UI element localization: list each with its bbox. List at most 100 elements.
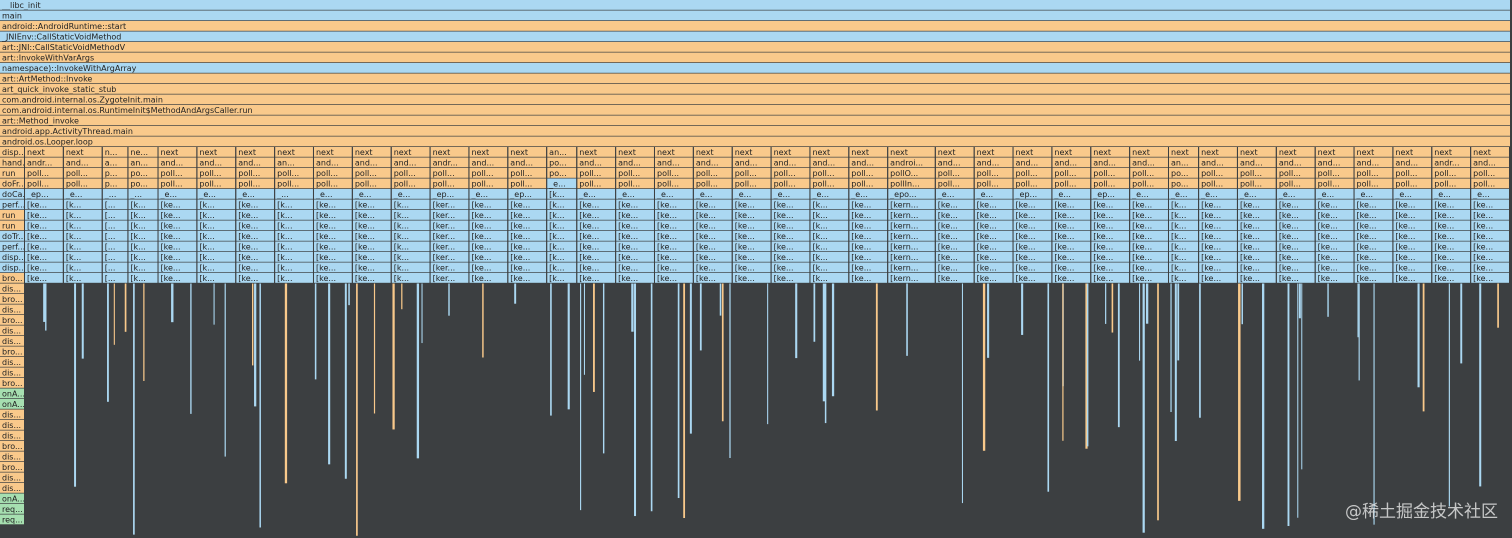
- frame-box: [352, 178, 391, 189]
- frame-label: [ke...: [355, 232, 375, 241]
- frame: [k...: [128, 231, 158, 241]
- frame-box: [102, 241, 128, 252]
- frame: poll...: [577, 168, 616, 178]
- frame: pollIn...: [888, 178, 935, 189]
- frame: [k...: [275, 220, 313, 231]
- frame-label: [ke...: [471, 232, 491, 241]
- frame-box: [1471, 147, 1509, 157]
- frame: _e...: [1276, 189, 1315, 199]
- frame: poll...: [849, 178, 888, 189]
- frame-box: [0, 31, 1510, 42]
- frame-box: [1432, 252, 1471, 262]
- frame-label: [kern...: [890, 263, 918, 272]
- frame: [ke...: [469, 220, 508, 231]
- frame-box: [0, 420, 24, 430]
- frame-box: [0, 325, 24, 336]
- frame-box: [63, 157, 102, 168]
- frame: poll...: [1013, 168, 1052, 178]
- frame-box: [352, 252, 391, 262]
- frame-label: next: [1016, 148, 1034, 157]
- frame-box: [0, 514, 24, 525]
- frame-box: [810, 168, 849, 178]
- frame-box: [1130, 199, 1168, 210]
- frame-box: [102, 273, 128, 283]
- frame-label: art_quick_invoke_static_stub: [2, 85, 116, 94]
- frame-box: [1354, 210, 1393, 220]
- frame-label: [ke...: [510, 232, 530, 241]
- frame-label: poll...: [1395, 179, 1417, 188]
- frame-box: [236, 168, 275, 178]
- frame-label: dis...: [2, 473, 21, 482]
- frame: [ke...: [1052, 241, 1091, 252]
- call-sliver: [1117, 283, 1120, 428]
- frame: [ke...: [1315, 199, 1354, 210]
- frame: [kern...: [888, 273, 935, 283]
- call-sliver: [1301, 283, 1303, 470]
- frame: [ke...: [352, 231, 391, 241]
- frame-label: [ke...: [27, 211, 47, 220]
- call-sliver: [107, 283, 109, 402]
- call-sliver: [133, 283, 135, 535]
- frame-box: [158, 147, 197, 157]
- frame-box: [1315, 157, 1354, 168]
- frame-label: [k...: [394, 263, 409, 272]
- frame: next: [430, 147, 469, 157]
- call-sliver: [906, 283, 908, 356]
- frame-box: [391, 252, 430, 262]
- frame-box: [25, 199, 63, 210]
- frame-box: [547, 189, 577, 199]
- frame-box: [1168, 199, 1199, 210]
- frame-box: [1276, 178, 1315, 189]
- frame: [k...: [63, 231, 102, 241]
- frame-box: [352, 273, 391, 283]
- frame-label: and...: [1016, 158, 1039, 167]
- frame-box: [430, 178, 469, 189]
- frame: [k...: [1168, 241, 1199, 252]
- frame-label: [ke...: [1240, 253, 1260, 262]
- frame: [ke...: [508, 199, 547, 210]
- call-sliver: [1157, 283, 1159, 521]
- frame-box: [0, 10, 1510, 21]
- frame: next: [158, 147, 197, 157]
- frame-label: poll...: [199, 169, 221, 178]
- frame: [ke...: [1199, 220, 1237, 231]
- frame-label: [ke...: [977, 200, 997, 209]
- frame: [ke...: [577, 262, 616, 273]
- frame-label: and...: [355, 158, 378, 167]
- frame: [ke...: [654, 210, 693, 220]
- frame-box: [236, 231, 275, 241]
- frame-box: [469, 252, 508, 262]
- frame: poll...: [577, 178, 616, 189]
- frame: [ke...: [1091, 210, 1130, 220]
- call-sliver: [1422, 283, 1425, 412]
- frame-label: [k...: [277, 274, 292, 283]
- frame: [ke...: [1354, 241, 1393, 252]
- frame: [ke...: [849, 220, 888, 231]
- frame-label: [ke...: [355, 253, 375, 262]
- frame: poll...: [1199, 168, 1237, 178]
- frame: bro...: [0, 294, 24, 304]
- frame-box: [974, 210, 1013, 220]
- call-sliver: [328, 283, 331, 465]
- frame: disp...: [0, 262, 24, 273]
- frame-label: poll...: [1132, 179, 1154, 188]
- frame-label: [ke...: [938, 253, 958, 262]
- frame: [ke...: [1052, 231, 1091, 241]
- frame-box: [391, 220, 430, 231]
- frame-box: [508, 273, 547, 283]
- frame: [ke...: [577, 231, 616, 241]
- frame-label: poll...: [1357, 179, 1379, 188]
- frame-box: [1276, 220, 1315, 231]
- frame-label: poll...: [1357, 169, 1379, 178]
- frame-label: [ke...: [1054, 242, 1074, 251]
- frame-label: [ke...: [161, 232, 181, 241]
- frame-box: [1237, 273, 1276, 283]
- frame-box: [313, 273, 352, 283]
- frame: [ke...: [1393, 231, 1432, 241]
- frame-box: [654, 199, 693, 210]
- frame-box: [0, 147, 24, 157]
- call-sliver: [813, 283, 816, 342]
- frame: [ke...: [849, 199, 888, 210]
- frame-label: doCa...: [2, 190, 30, 199]
- frame-box: [616, 147, 654, 157]
